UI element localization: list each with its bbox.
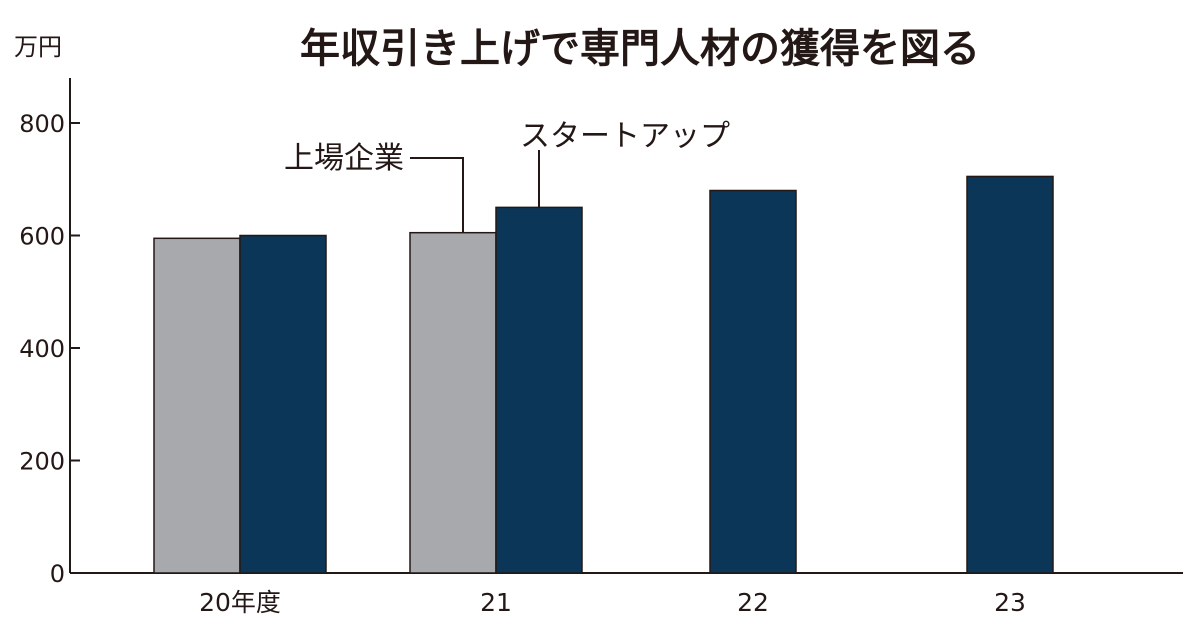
bar-series1-0 [239,234,327,574]
y-tick-label: 200 [19,448,65,476]
bar-series1-1 [495,206,583,574]
callout-leader-listed [410,157,464,233]
x-tick-label: 20年度 [199,588,281,617]
series-callouts: 上場企業 スタートアップ [284,119,730,233]
x-tick-label: 23 [994,588,1026,617]
x-tick-label: 22 [737,588,769,617]
x-tick-label: 21 [480,588,512,617]
y-tick-label: 600 [19,223,65,251]
bars [153,175,1054,574]
bar-series0-0 [153,237,241,574]
y-tick-label: 0 [50,560,65,588]
legend-label-listed: 上場企業 [284,141,404,176]
bar-series1-2 [709,189,797,574]
y-tick-label: 400 [19,335,65,363]
tick-labels: 0 200 400 600 800 20年度 21 22 23 [19,110,1026,617]
legend-label-startup: スタートアップ [520,119,730,154]
y-axis-unit-label: 万円 [14,33,62,61]
y-tick-label: 800 [19,110,65,138]
bar-series1-3 [966,175,1054,574]
bar-series0-1 [409,231,497,574]
chart-title: 年収引き上げで専門人材の獲得を図る [300,26,980,72]
